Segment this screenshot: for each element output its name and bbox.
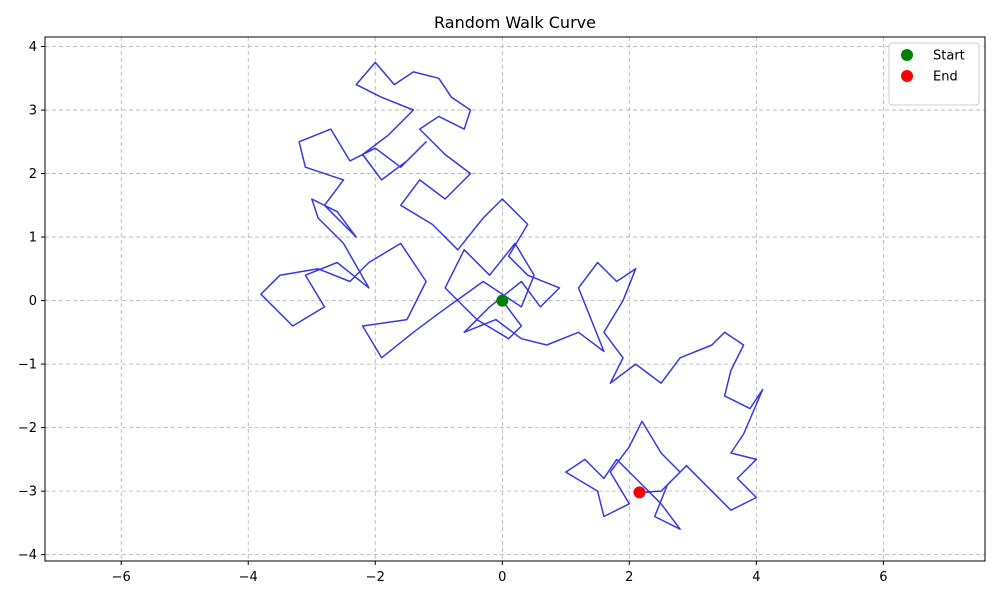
y-tick-label: 3 <box>29 104 37 119</box>
grid-layer <box>45 37 985 561</box>
end-marker <box>633 486 646 499</box>
x-tick-label: 2 <box>625 570 633 585</box>
x-tick-label: −4 <box>239 570 258 585</box>
end-legend-marker <box>901 70 913 82</box>
random-walk-line <box>260 61 764 530</box>
start-legend-marker <box>901 49 913 61</box>
y-tick-label: 4 <box>29 40 37 55</box>
start-marker <box>496 294 509 307</box>
y-tick-label: −3 <box>18 485 37 500</box>
x-tick-label: −6 <box>112 570 131 585</box>
x-tick-label: 0 <box>498 570 506 585</box>
y-tick-label: 2 <box>29 167 37 182</box>
axis-layer: −6 −4 −2 0 2 4 6 −4 −3 −2 −1 0 1 2 3 4 <box>18 40 888 585</box>
x-tick-label: −2 <box>366 570 385 585</box>
plot-frame <box>44 36 986 562</box>
x-tick-label: 4 <box>752 570 760 585</box>
y-tick-label: −1 <box>18 358 37 373</box>
x-tick-label: 6 <box>879 570 887 585</box>
marker-layer <box>496 294 646 499</box>
legend: Start End <box>888 42 980 106</box>
start-legend-label: Start <box>933 49 965 64</box>
series-layer <box>260 61 764 530</box>
end-legend-label: End <box>933 70 958 85</box>
y-tick-label: −4 <box>18 548 37 563</box>
y-tick-label: −2 <box>18 421 37 436</box>
y-tick-label: 1 <box>29 231 37 246</box>
y-tick-label: 0 <box>29 294 37 309</box>
chart-title: Random Walk Curve <box>434 13 596 32</box>
